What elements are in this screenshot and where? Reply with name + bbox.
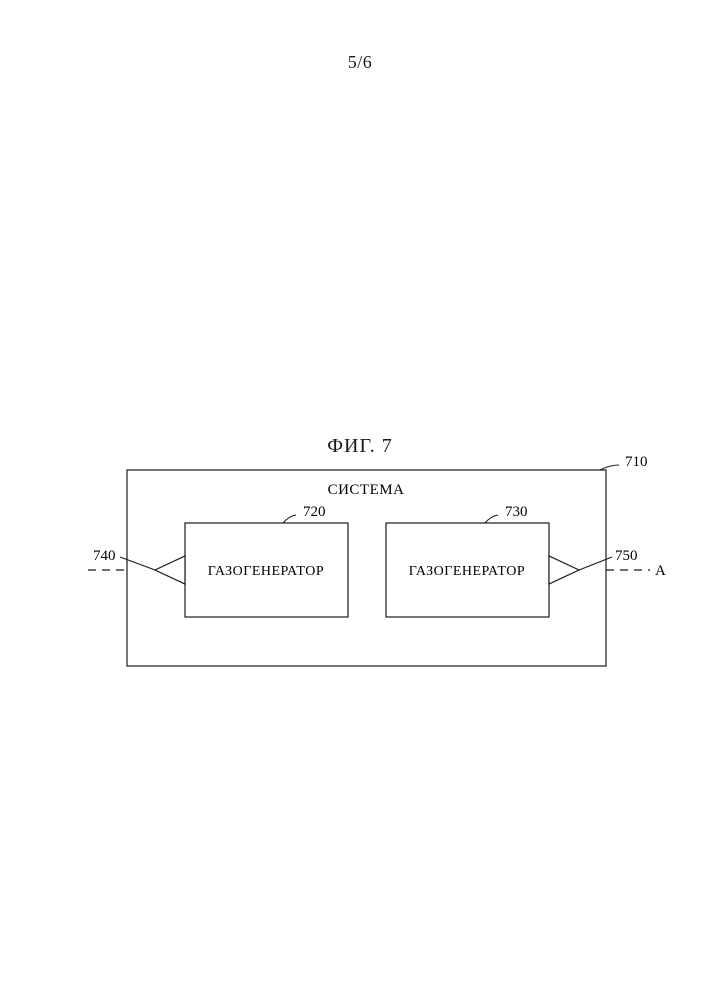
system-box-label: СИСТЕМА: [328, 482, 405, 498]
axis-label: A: [655, 563, 666, 579]
ref-label-710: 710: [625, 454, 648, 470]
leader-710: [600, 465, 619, 470]
ref-label-740: 740: [93, 548, 116, 564]
ref-label-750: 750: [615, 548, 638, 564]
ref-label-720: 720: [303, 504, 326, 520]
gas-generator-label-720: ГАЗОГЕНЕРАТОР: [208, 564, 324, 579]
ref-label-730: 730: [505, 504, 528, 520]
diagram-svg: СИСТЕМА ГАЗОГЕНЕРАТОР ГАЗОГЕНЕРАТОР A 71…: [0, 0, 720, 999]
gas-generator-label-730: ГАЗОГЕНЕРАТОР: [409, 564, 525, 579]
page: 5/6 ФИГ. 7 СИСТЕМА ГАЗОГЕНЕРАТОР ГАЗОГЕН…: [0, 0, 720, 999]
